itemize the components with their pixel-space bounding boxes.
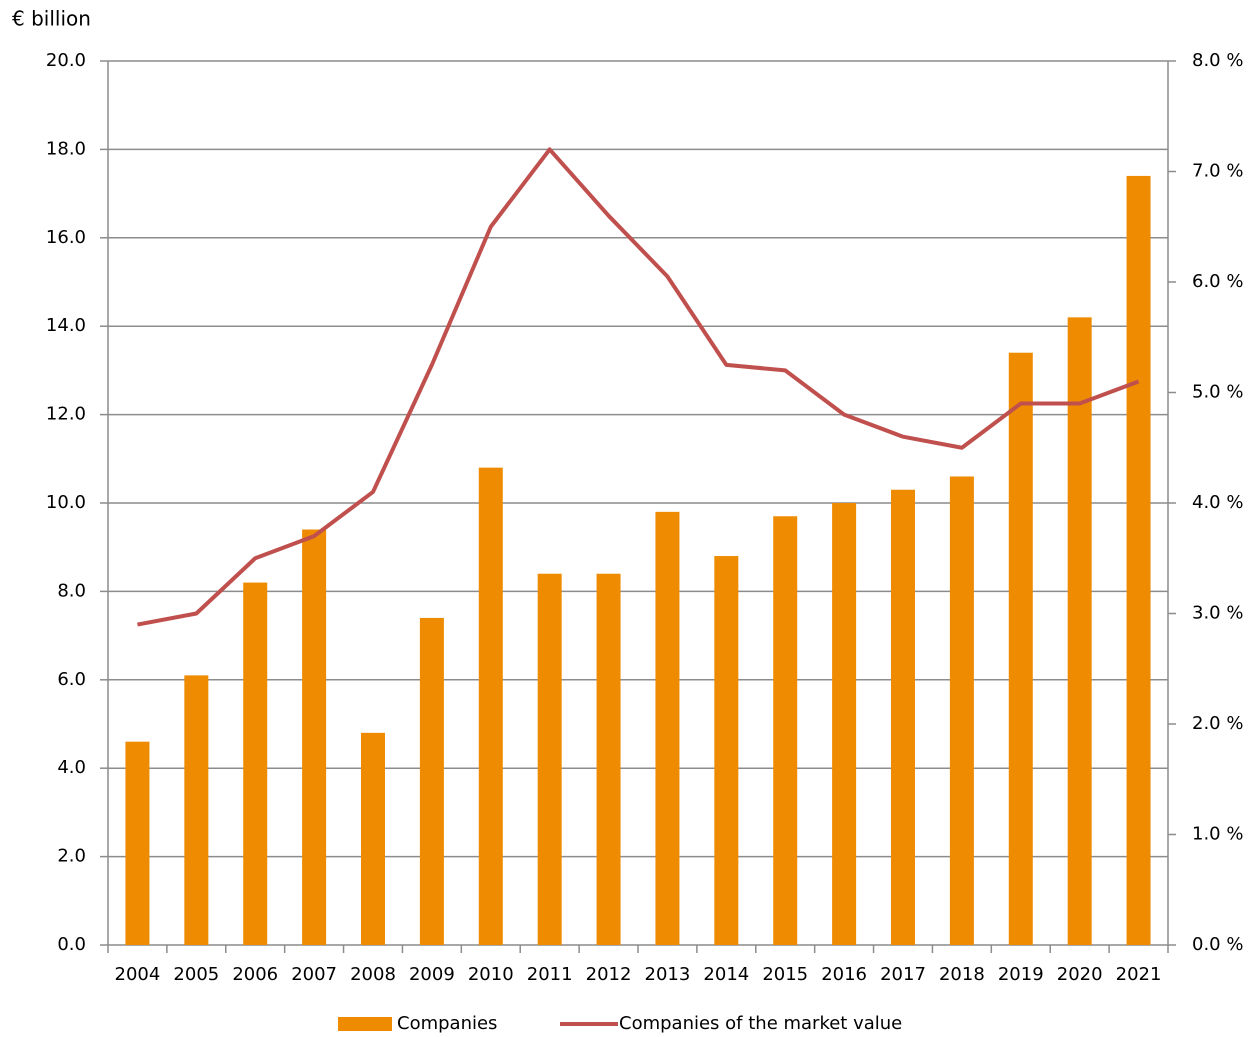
x-tick-label: 2011 [527, 964, 573, 985]
bar [773, 516, 798, 945]
x-tick-label: 2009 [409, 964, 455, 985]
y-tick-label: 18.0 [46, 138, 86, 159]
y-tick-label: 12.0 [46, 404, 86, 425]
x-tick-label: 2015 [762, 964, 808, 985]
y2-tick-label: 7.0 % [1192, 161, 1243, 182]
y-tick-label: 8.0 [57, 580, 86, 601]
bar [243, 582, 268, 945]
bar [537, 573, 562, 945]
y2-tick-label: 4.0 % [1192, 492, 1243, 513]
x-tick-label: 2010 [468, 964, 514, 985]
y-axis-label: € billion [12, 7, 91, 31]
y-tick-label: 14.0 [46, 315, 86, 336]
bar [302, 529, 327, 945]
bar [184, 675, 209, 945]
bar [949, 476, 974, 945]
x-tick-label: 2016 [821, 964, 867, 985]
x-tick-label: 2005 [173, 964, 219, 985]
bar [478, 467, 503, 945]
x-tick-label: 2021 [1116, 964, 1162, 985]
y-tick-label: 20.0 [46, 50, 86, 71]
bar [714, 556, 739, 945]
x-tick-label: 2020 [1057, 964, 1103, 985]
y2-tick-label: 0.0 % [1192, 934, 1243, 955]
bar [891, 489, 915, 945]
x-tick-label: 2006 [232, 964, 278, 985]
x-tick-label: 2019 [998, 964, 1044, 985]
bar [832, 503, 857, 945]
x-tick-label: 2013 [645, 964, 691, 985]
y-tick-label: 10.0 [46, 492, 86, 513]
y2-tick-label: 6.0 % [1192, 271, 1243, 292]
bar [125, 741, 150, 945]
x-tick-label: 2004 [115, 964, 161, 985]
y-tick-label: 16.0 [46, 227, 86, 248]
x-tick-label: 2018 [939, 964, 985, 985]
bar [655, 511, 680, 945]
y-tick-label: 6.0 [57, 669, 86, 690]
y-tick-label: 0.0 [57, 934, 86, 955]
legend-swatch [338, 1017, 392, 1031]
y-tick-label: 4.0 [57, 757, 86, 778]
legend-label: Companies [397, 1013, 497, 1034]
bar [1067, 317, 1092, 945]
bar [1126, 175, 1151, 946]
y2-tick-label: 5.0 % [1192, 382, 1243, 403]
legend-label: Companies of the market value [619, 1013, 902, 1034]
y2-tick-label: 1.0 % [1192, 824, 1243, 845]
y2-tick-label: 3.0 % [1192, 603, 1243, 624]
x-tick-label: 2008 [350, 964, 396, 985]
y2-tick-label: 8.0 % [1192, 50, 1243, 71]
line [137, 147, 1140, 627]
x-tick-label: 2007 [291, 964, 337, 985]
bar [419, 617, 444, 945]
bar [596, 573, 621, 945]
y2-tick-label: 2.0 % [1192, 713, 1243, 734]
x-tick-label: 2017 [880, 964, 926, 985]
bar [361, 732, 385, 945]
bar [1008, 352, 1033, 946]
x-tick-label: 2012 [586, 964, 632, 985]
y-tick-label: 2.0 [57, 846, 86, 867]
x-tick-label: 2014 [703, 964, 749, 985]
